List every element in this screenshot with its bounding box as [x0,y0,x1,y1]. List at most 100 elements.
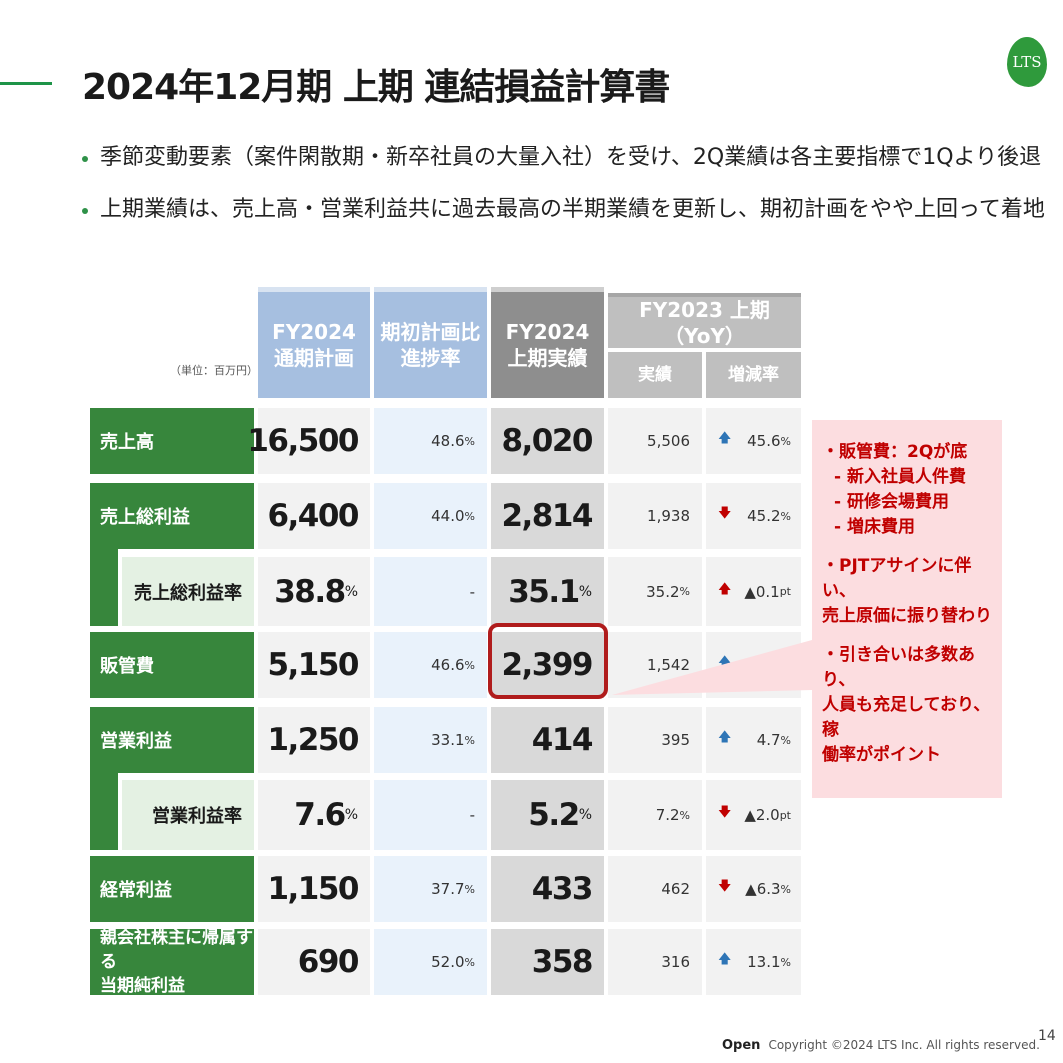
row-label-net-income-line2: 当期純利益 [100,976,185,996]
classification-label: Open [722,1038,761,1053]
cell-prev-actual: 316 [608,929,702,995]
unit: % [780,658,791,672]
unit: pt [779,585,791,598]
header-prev-change: 増減率 [706,352,801,398]
value: 5,150 [267,647,359,683]
value: 2,399 [501,647,593,683]
footer: Open Copyright ©2024 LTS Inc. All rights … [722,1038,1040,1053]
bullet-text: 季節変動要素（案件閑散期・新卒社員の大量入社）を受け、2Q業績は各主要指標で1Q… [100,145,1042,170]
value: 52.0 [431,953,465,971]
value: 358 [531,944,594,980]
value: 462 [661,880,690,898]
cell-prev-actual: 7.2% [608,780,702,850]
value: 2,814 [501,498,593,534]
value: ▲6.3 [745,880,781,898]
unit: % [780,955,791,969]
value: 33.1 [431,731,465,749]
header-actual: FY2024 上期実績 [491,287,604,398]
callout-text: 人員も充足しており、稼 [822,695,991,740]
unit: % [679,585,690,598]
cell-prev-actual: 1,938 [608,483,702,549]
cell-progress: - [374,557,487,626]
cell-plan: 6,400 [258,483,370,549]
cell-actual: 5.2% [491,780,604,850]
summary-bullets: 季節変動要素（案件閑散期・新卒社員の大量入社）を受け、2Q業績は各主要指標で1Q… [80,140,1045,244]
bullet-dot-icon [82,156,88,162]
bullet-dot-icon [82,208,88,214]
arrow-up-icon: 🡅 [718,430,732,446]
value: 414 [531,722,594,758]
value: 45.6 [747,432,781,450]
cell-plan: 1,150 [258,856,370,922]
arrow-down-icon: 🡇 [718,878,732,894]
cell-progress: 33.1% [374,707,487,773]
cell-prev-change: 🡇 ▲2.0 pt [706,780,801,850]
unit: % [464,882,475,896]
header-progress: 期初計画比 進捗率 [374,287,487,398]
callout-point: ・販管費：2Qが底 - 新入社員人件費 - 研修会場費用 - 増床費用 [822,440,994,540]
row-label-gross-profit-bracket [90,549,118,626]
page-title: 2024年12月期 上期 連結損益計算書 [82,67,670,108]
cell-plan: 690 [258,929,370,995]
arrow-up-icon: 🡅 [718,729,732,745]
cell-progress: 44.0% [374,483,487,549]
value: 5,506 [647,432,690,450]
value: 316 [661,953,690,971]
cell-actual: 433 [491,856,604,922]
header-prev-group: FY2023 上期（YoY） [608,293,801,348]
cell-prev-change: 🡇 45.2% [706,483,801,549]
callout-point: ・引き合いは多数あり、 人員も充足しており、稼 働率がポイント [822,643,994,768]
cell-prev-change: 🡅 ▲0.1 pt [706,557,801,626]
arrow-down-icon: 🡇 [718,505,732,521]
cell-plan: 7.6% [258,780,370,850]
header-progress-line1: 期初計画比 [380,320,481,344]
cell-prev-change: 🡅 13.1% [706,929,801,995]
value: 45.2 [747,507,781,525]
cell-progress: 48.6% [374,408,487,474]
cell-prev-actual: 462 [608,856,702,922]
callout-text: ・PJTアサインに伴い、 [822,556,972,601]
unit: % [679,808,690,822]
value: 55.6 [747,656,781,674]
unit-note: （単位：百万円） [170,364,258,377]
cell-prev-actual: 5,506 [608,408,702,474]
callout-text: - 新入社員人件費 [834,467,966,487]
row-label-gross-margin: 売上総利益率 [122,557,254,626]
unit: % [578,583,592,600]
cell-prev-change: 🡅 4.7% [706,707,801,773]
value: ▲0.1 [744,582,780,601]
value: 35.1 [508,573,580,610]
unit: % [464,955,475,969]
value: 1,250 [267,722,359,758]
value: - [469,582,475,601]
value: 395 [661,731,690,749]
cell-plan: 38.8% [258,557,370,626]
cell-progress: 37.7% [374,856,487,922]
value: 16,500 [247,423,359,459]
row-label-operating-margin: 営業利益率 [122,780,254,850]
value: 7.6 [294,797,346,833]
cell-prev-actual: 35.2% [608,557,702,626]
value: 13.1 [747,953,781,971]
cell-actual: 414 [491,707,604,773]
unit: % [344,583,358,600]
cell-actual: 35.1% [491,557,604,626]
value: 690 [297,944,360,980]
value: 37.7 [431,880,465,898]
header-progress-line2: 進捗率 [400,346,461,370]
cell-actual: 8,020 [491,408,604,474]
row-label-sga: 販管費 [90,632,254,698]
value: 1,938 [647,507,690,525]
unit: % [464,509,475,523]
arrow-up-icon: 🡅 [718,581,732,597]
cell-prev-actual: 395 [608,707,702,773]
arrow-up-icon: 🡅 [718,654,732,670]
cell-plan: 1,250 [258,707,370,773]
callout-text: - 研修会場費用 [834,492,949,512]
value: 48.6 [431,432,465,450]
unit: % [464,733,475,747]
unit: % [464,658,475,672]
cell-actual: 2,399 [491,632,604,698]
unit: % [780,509,791,523]
value: 5.2 [528,797,580,833]
